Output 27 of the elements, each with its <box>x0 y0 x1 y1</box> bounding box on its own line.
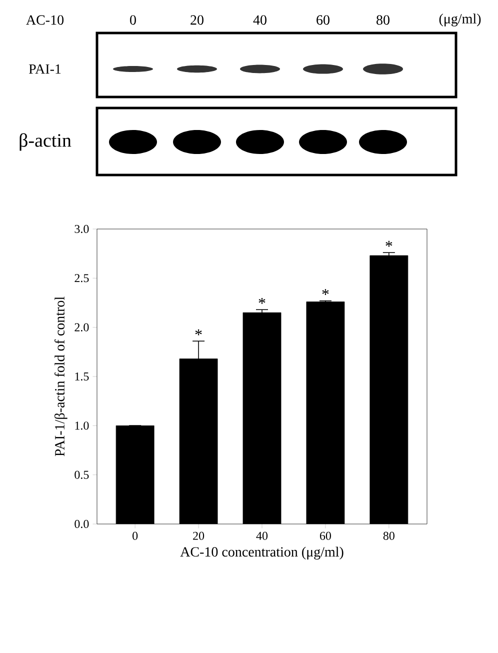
text: β-actin <box>20 133 72 151</box>
y-tick-label: 0.5 <box>74 470 89 479</box>
y-tick-label: 3.0 <box>74 224 89 234</box>
text: 20 <box>190 15 204 25</box>
y-tick-label: 2.5 <box>74 274 89 282</box>
y-tick-label: 1.0 <box>75 422 89 430</box>
x-tick-label: 20 <box>193 532 204 540</box>
text: 40 <box>253 15 266 25</box>
text: AC-10 <box>26 15 64 25</box>
y-tick-label: 1.5 <box>75 372 89 381</box>
x-tick-label: 80 <box>383 532 394 540</box>
y-tick-label: 2.0 <box>74 323 89 332</box>
annotation: * <box>258 298 266 304</box>
text: PAI-1 <box>28 64 61 74</box>
y-axis-title: PAI-1/β-actin fold of control <box>54 296 68 456</box>
x-tick-label: 0 <box>132 532 138 540</box>
text: 80 <box>376 15 390 25</box>
annotation: * <box>195 329 202 336</box>
text: 60 <box>316 15 330 25</box>
x-axis-title: AC-10 concentration (μg/ml) <box>180 546 344 560</box>
text: (μg/ml) <box>439 14 481 26</box>
annotation: * <box>386 240 392 247</box>
text: 0 <box>130 15 136 25</box>
y-tick-label: 0.0 <box>74 520 89 528</box>
annotation: * <box>322 289 329 295</box>
x-tick-label: 60 <box>320 532 331 540</box>
x-tick-label: 40 <box>256 532 268 540</box>
